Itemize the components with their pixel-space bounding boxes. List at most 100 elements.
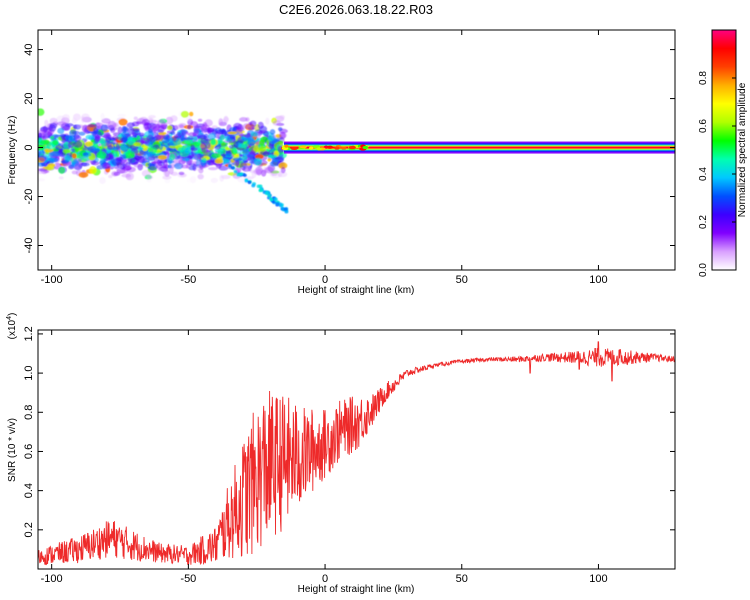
spectrogram-cell	[84, 141, 93, 147]
spectrogram-xtick-label: 100	[589, 274, 607, 286]
spectrogram-cell	[175, 137, 182, 146]
spectrogram-cell	[205, 141, 211, 149]
spectrogram-cell	[278, 127, 283, 132]
spectrogram-cell	[64, 123, 74, 127]
spectrogram-cell	[210, 139, 217, 146]
spectrogram-cell	[187, 124, 192, 130]
spectrogram-cell	[168, 153, 176, 161]
spectrogram-cell	[111, 158, 122, 166]
spectrogram-cell	[227, 131, 238, 135]
spectrogram-tail-cell	[259, 188, 264, 192]
spectrogram-cell	[269, 161, 279, 167]
snr-panel: -100 -50 0 50 100 0.2 0.4 0.6 0.8 1.0 1.2 Height o…	[6, 313, 676, 595]
spectrogram-cell	[106, 149, 112, 153]
spectrogram-cell	[107, 137, 115, 141]
snr-xtick-label: 50	[456, 573, 468, 585]
spectrogram-marks	[38, 100, 675, 214]
spectrogram-cell	[135, 121, 143, 125]
spectrogram-cell	[47, 130, 53, 137]
spectrogram-tail-cell	[264, 191, 269, 196]
spectrogram-cell	[123, 127, 128, 132]
spectrogram-cell	[133, 153, 143, 161]
spectrogram-cell	[59, 133, 67, 138]
spectrogram-cell	[141, 169, 151, 177]
spectrogram-cell	[233, 130, 243, 136]
spectrogram-cell	[208, 167, 218, 171]
spectrogram-cell	[147, 151, 153, 158]
spectrogram-cell	[193, 136, 198, 142]
carrier-blob	[308, 146, 314, 150]
spectrogram-cell	[267, 158, 272, 162]
spectrogram-cell	[265, 117, 270, 125]
spectrogram-cell	[38, 132, 43, 138]
spectrogram-cell	[261, 169, 267, 177]
spectrogram-tail-cell	[247, 180, 252, 185]
spectrogram-cell	[156, 162, 163, 170]
spectrogram-cell	[121, 173, 132, 178]
spectrogram-cell	[52, 139, 59, 146]
spectrogram-cell	[197, 118, 203, 122]
spectrogram-cell	[231, 108, 238, 115]
spectrogram-cell	[125, 150, 135, 159]
spectrogram-cell	[179, 130, 189, 135]
carrier-line-band	[284, 146, 675, 149]
snr-xtick-label: 100	[589, 573, 607, 585]
spectrogram-cell	[168, 160, 175, 164]
spectrogram-cell	[166, 125, 173, 131]
spectrogram-cell	[150, 189, 159, 197]
spectrogram-cell	[87, 145, 97, 152]
spectrogram-ytick-label: -20	[23, 189, 35, 205]
spectrogram-cell	[181, 164, 189, 169]
spectrogram-cell	[127, 126, 135, 135]
colorbar-tick-label: 0.8	[698, 71, 709, 85]
spectrogram-cell	[232, 157, 243, 162]
spectrogram-cell	[151, 161, 158, 165]
spectrogram-cell	[170, 171, 179, 176]
carrier-blob	[299, 145, 308, 149]
spectrogram-cell	[180, 110, 189, 118]
spectrogram-cell	[42, 125, 48, 133]
spectrogram-cell	[120, 145, 128, 152]
spectrogram-cell	[242, 123, 251, 129]
spectrogram-cell	[49, 117, 58, 125]
spectrogram-cell	[117, 113, 127, 117]
spectrogram-cell	[76, 124, 84, 128]
spectrogram-cell	[133, 116, 138, 121]
spectrogram-cell	[214, 158, 224, 164]
spectrogram-cell	[96, 151, 107, 159]
spectrogram-cell	[184, 139, 194, 145]
spectrogram-cell	[71, 153, 77, 159]
spectrogram-cell	[157, 155, 168, 160]
colorbar-tick-label: 0.0	[698, 263, 709, 277]
spectrogram-cell	[126, 122, 135, 128]
spectrogram-cell	[245, 117, 250, 122]
spectrogram-cell	[117, 126, 123, 135]
spectrogram-cell	[38, 162, 46, 167]
spectrogram-cell	[194, 160, 202, 165]
spectrogram-cell	[193, 154, 201, 161]
snr-ytick-label: 0.4	[23, 483, 35, 498]
spectrogram-cell	[219, 134, 225, 141]
spectrogram-ytick-label: -40	[23, 238, 35, 254]
spectrogram-cell	[253, 157, 263, 166]
carrier-blob	[334, 146, 340, 150]
spectrogram-cell	[142, 146, 148, 152]
spectrogram-panel: -100 -50 0 50 100 -40 -20 0 20 40 Height of strai…	[7, 29, 676, 296]
spectrogram-cell	[101, 141, 106, 148]
spectrogram-cell	[220, 142, 226, 147]
carrier-blob	[362, 145, 369, 150]
snr-ytick-label: 1.2	[23, 326, 35, 341]
spectrogram-cell	[225, 151, 232, 157]
spectrogram-cell	[276, 181, 283, 185]
spectrogram-cell	[112, 132, 120, 136]
spectrogram-cell	[197, 173, 204, 180]
spectrogram-cell	[87, 123, 97, 128]
colorbar-scale	[711, 29, 737, 271]
spectrogram-cell	[94, 134, 102, 143]
spectrogram-tail-cell	[275, 201, 280, 206]
spectrogram-cell	[233, 141, 239, 149]
spectrogram-cell	[113, 171, 121, 176]
spectrogram-cell	[100, 124, 109, 132]
carrier-blob	[348, 145, 356, 150]
